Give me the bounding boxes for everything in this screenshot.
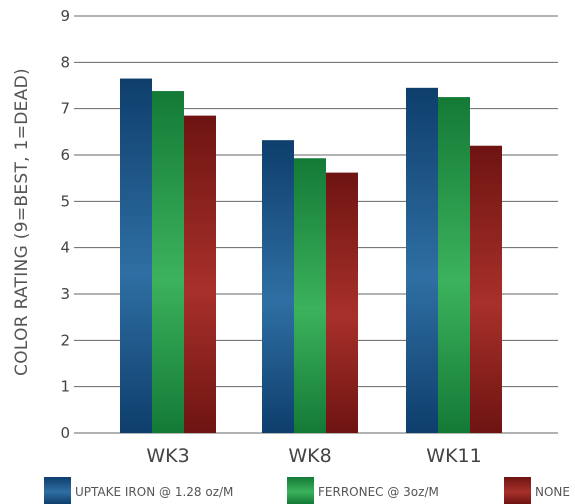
x-category-label: WK3: [146, 445, 189, 467]
bar-wk3-series-3: [184, 115, 216, 433]
y-tick-label: 3: [60, 285, 70, 303]
y-tick-label: 7: [60, 100, 70, 118]
y-tick-label: 9: [60, 7, 70, 25]
legend-label: FERRONEC @ 3oz/M: [318, 485, 439, 499]
bar-wk8-series-1: [262, 140, 294, 433]
legend-label: NONE: [535, 485, 570, 499]
y-tick-label: 6: [60, 146, 70, 164]
x-axis-labels: WK3 WK8 WK11: [146, 445, 481, 467]
x-category-label: WK8: [288, 445, 331, 467]
bar-wk3-series-2: [152, 91, 184, 433]
bar-wk8-series-2: [294, 158, 326, 433]
y-tick-label: 5: [60, 192, 70, 210]
y-tick-label: 4: [60, 239, 70, 257]
y-tick-label: 8: [60, 53, 70, 71]
bar-wk11-series-1: [406, 87, 438, 434]
y-tick-label: 1: [60, 378, 70, 396]
bar-wk8-series-3: [326, 172, 358, 433]
y-tick-label: 0: [60, 424, 70, 442]
bar-wk11-series-3: [470, 145, 502, 433]
y-axis-title: COLOR RATING (9=BEST, 1=DEAD): [12, 68, 32, 376]
legend-swatch: [44, 477, 71, 504]
bar-wk11-series-2: [438, 97, 470, 433]
y-tick-label: 2: [60, 331, 70, 349]
x-category-label: WK11: [426, 445, 481, 467]
bar-wk3-series-1: [120, 78, 152, 434]
legend-swatch: [287, 477, 314, 504]
legend-label: UPTAKE IRON @ 1.28 oz/M: [75, 485, 233, 499]
legend-swatch: [504, 477, 531, 504]
bars: [120, 78, 502, 434]
legend: UPTAKE IRON @ 1.28 oz/M FERRONEC @ 3oz/M N…: [44, 477, 570, 504]
